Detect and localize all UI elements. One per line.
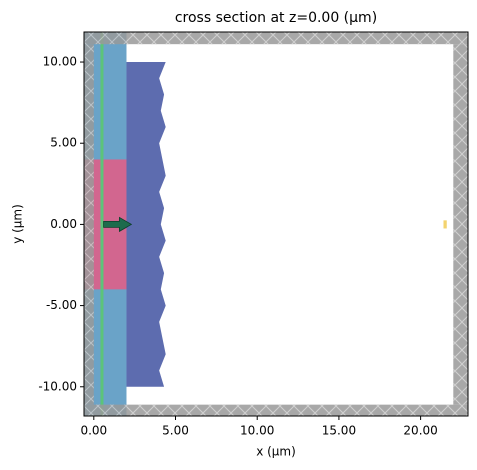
y-tick-label: 10.00 <box>43 55 77 69</box>
structure <box>443 220 447 229</box>
plot-area <box>84 32 468 416</box>
chart-title: cross section at z=0.00 (μm) <box>175 10 377 26</box>
x-tick-label: 0.00 <box>80 424 107 438</box>
pml-region <box>84 32 468 45</box>
pml-hatch <box>84 32 468 45</box>
x-tick-label: 10.00 <box>240 424 274 438</box>
x-tick-label: 5.00 <box>162 424 189 438</box>
pml-region <box>84 404 468 416</box>
pml-hatch <box>84 404 468 416</box>
y-tick-label: -10.00 <box>38 379 77 393</box>
pml-hatch <box>453 44 468 405</box>
pml-region <box>453 44 468 405</box>
y-axis-label: y (μm) <box>11 204 25 244</box>
x-tick-label: 20.00 <box>403 424 437 438</box>
x-axis-label: x (μm) <box>256 445 296 459</box>
pml-hatch <box>84 44 94 405</box>
source-direction <box>103 216 133 233</box>
pml-region <box>84 44 94 405</box>
structure <box>126 62 166 387</box>
y-tick-label: 0.00 <box>50 217 77 231</box>
x-tick-label: 15.00 <box>322 424 356 438</box>
y-tick-label: -5.00 <box>46 298 77 312</box>
y-tick-label: 5.00 <box>50 136 77 150</box>
